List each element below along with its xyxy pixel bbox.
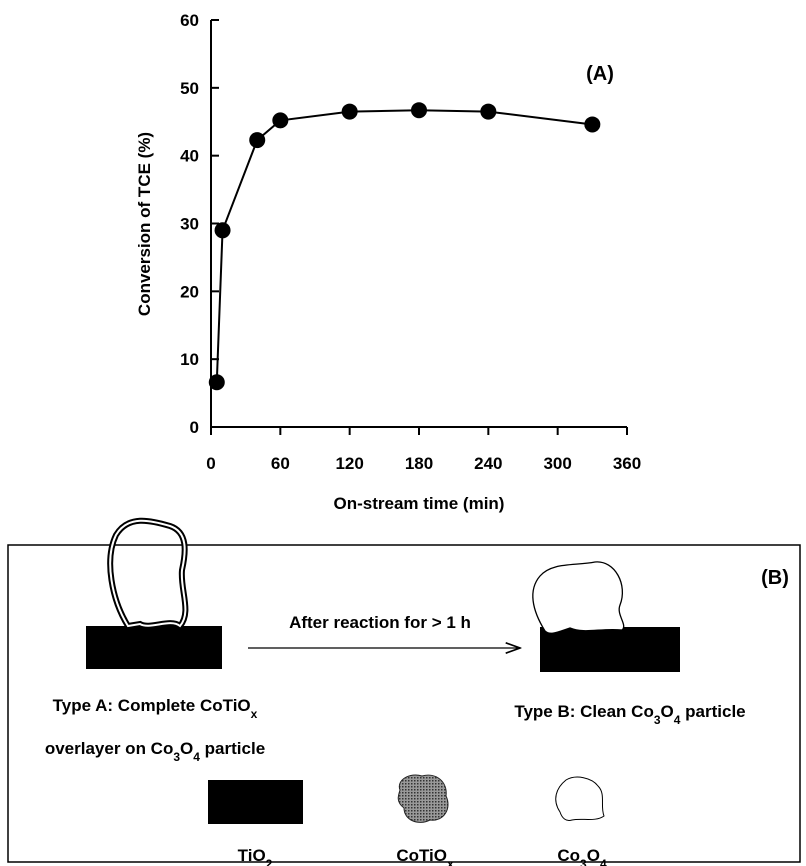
y-tick-label: 50 [180,79,199,98]
text-part: particle [200,739,265,758]
type-a-label: overlayer on Co3O4 particle [45,739,265,764]
chart: 0 10 20 30 40 50 60 0 60 120 180 240 300 360 [180,11,641,473]
x-tick-label: 180 [405,454,433,473]
text-part: TiO [238,846,266,865]
text-part: Co [557,846,580,865]
diagram: (B) After reaction for > 1 h Type A: Com… [7,517,801,866]
text-part: x [447,857,454,866]
y-tick-label: 30 [180,215,199,234]
y-tick-label: 20 [180,282,199,301]
legend-label: CoTiOx [396,846,454,866]
coated-particle [107,517,189,631]
legend-cotiox [397,774,449,823]
marker [214,222,231,239]
x-tick-label: 120 [335,454,363,473]
tio2-support [86,626,222,669]
text-part: overlayer on Co [45,739,174,758]
arrow-label: After reaction for > 1 h [289,613,471,632]
marker [584,116,601,133]
text-part: 2 [266,857,273,866]
x-axis-label: On-stream time (min) [334,494,505,513]
text-part: 4 [674,713,681,727]
text-part: 3 [173,750,180,764]
marker [208,374,225,391]
coated-particle-inner [109,519,187,628]
panel-label: (B) [761,567,789,589]
text-part: particle [680,702,745,721]
legend-label: TiO2 [238,846,273,866]
panel-label: (A) [586,63,614,85]
text-part: x [251,707,258,721]
text-part: Type B: Clean Co [514,702,653,721]
y-tick-label: 40 [180,147,199,166]
x-tick-label: 240 [474,454,502,473]
text-part: O [180,739,193,758]
text-part: 4 [600,857,607,866]
y-tick-label: 0 [190,418,199,437]
marker [272,112,289,129]
text-part: 3 [580,857,587,866]
marker [411,102,427,119]
text-part: O [661,702,674,721]
text-part: O [587,846,600,865]
legend-label: Co3O4 [557,846,607,866]
legend-co3o4 [555,776,605,821]
x-tick-label: 60 [271,454,290,473]
y-tick-label: 60 [180,11,199,30]
marker [249,132,266,149]
y-tick-label: 10 [180,350,199,369]
marker [341,103,358,120]
line [215,109,593,383]
tio2-support [540,627,680,672]
text-part: Type A: Complete CoTiO [53,696,251,715]
x-tick-label: 300 [543,454,571,473]
text-part: 4 [193,750,200,764]
text-part: 3 [654,713,661,727]
panel-frame [7,544,801,863]
type-b-label: Type B: Clean Co3O4 particle [514,702,745,727]
marker [480,103,497,120]
x-tick-label: 0 [206,454,215,473]
text-part: CoTiO [396,846,447,865]
clean-particle [532,561,625,634]
y-axis-label: Conversion of TCE (%) [135,132,154,316]
x-tick-label: 360 [613,454,641,473]
type-a-label: Type A: Complete CoTiOx [53,696,258,721]
legend-tio2 [208,780,303,824]
